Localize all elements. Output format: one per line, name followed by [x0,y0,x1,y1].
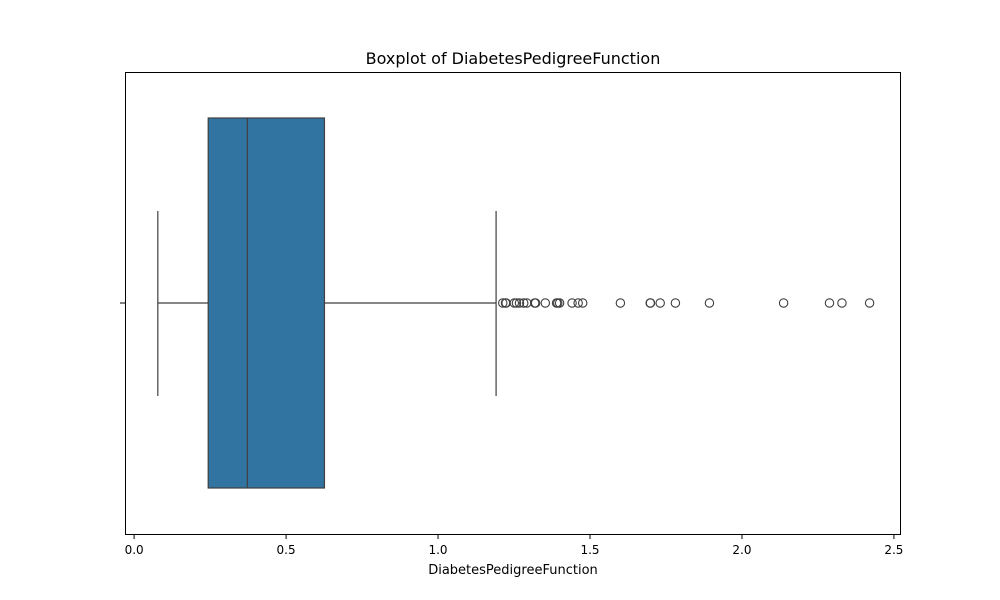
x-tick-label: 1.0 [428,543,447,557]
outlier-point [518,298,529,308]
x-tick-label: 2.5 [884,543,903,557]
outlier-point [704,298,715,308]
outlier-point [655,298,665,308]
outlier-point [573,298,583,308]
outlier-point [567,298,577,308]
outlier-point [577,298,588,308]
plot-area [157,117,875,489]
x-axis-label: DiabetesPedigreeFunction [428,563,598,578]
outlier-point [645,298,656,308]
box-iqr [207,117,326,489]
chart-title: Boxplot of DiabetesPedigreeFunction [366,49,661,68]
outlier-point [554,298,565,308]
outlier-point [615,298,626,308]
x-tick-label: 2.0 [732,543,751,557]
outlier-point [824,298,835,308]
x-tick-label: 1.5 [580,543,599,557]
plot-frame [125,72,901,535]
outlier-point [778,298,789,308]
outlier-point [540,298,551,308]
x-tick-label: 0.0 [125,543,144,557]
outlier-point [514,298,525,308]
outlier-point [837,298,847,308]
outlier-point [498,298,508,308]
outlier-point [530,298,541,308]
outlier-point [670,298,681,308]
x-axis: 0.0 0.5 1.0 1.5 2.0 2.5 [120,302,903,557]
outlier-point [864,298,875,308]
outlier-point [511,298,522,308]
x-tick-label: 0.5 [277,543,296,557]
